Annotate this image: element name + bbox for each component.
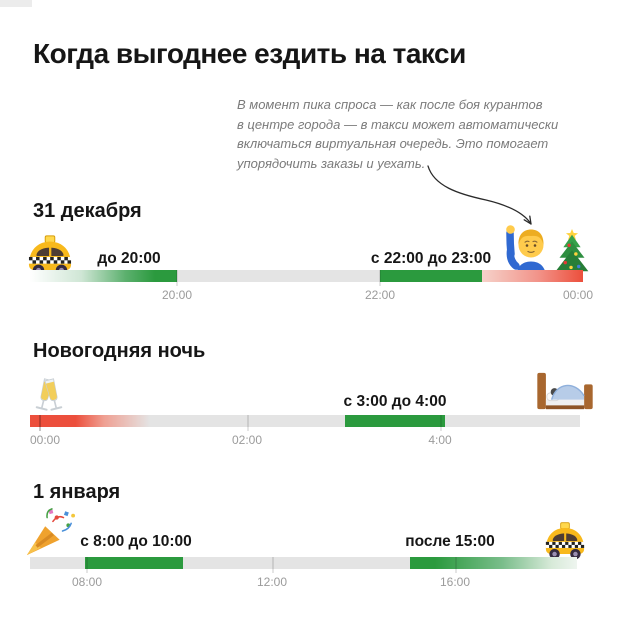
- axis-label: 08:00: [71, 575, 103, 589]
- surge-note-line: В момент пика спроса — как после боя кур…: [237, 97, 543, 112]
- axis-label: 16:00: [439, 575, 471, 589]
- taxi-icon: [24, 234, 76, 278]
- axis-label: 02:00: [231, 433, 263, 447]
- bed-icon: [534, 371, 596, 413]
- tick-mark: [39, 415, 41, 431]
- bar-segment-green: [345, 415, 445, 427]
- section-heading-ny-night: Новогодняя ночь: [33, 340, 206, 362]
- bar-segment-gray: [183, 557, 410, 569]
- tick-mark: [379, 270, 381, 286]
- axis-label: 22:00: [364, 288, 396, 302]
- tick-mark: [176, 270, 178, 286]
- screenshot-corner-artifact: [0, 0, 32, 7]
- bar-segment-green-fade-in: [30, 270, 177, 282]
- timeline-bar-ny-night: [30, 415, 580, 431]
- label-300-400: с 3:00 до 4:00: [343, 393, 447, 410]
- annotation-arrow-icon: [427, 165, 532, 225]
- bar-segment-gray: [445, 415, 580, 427]
- bar-segment-green-fade-out: [410, 557, 577, 569]
- surge-note-line: упорядочить заказы и уехать.: [237, 155, 426, 171]
- bar-segment-gray: [30, 557, 85, 569]
- bar-segment-green: [380, 270, 482, 282]
- label-before-2000: до 20:00: [97, 250, 161, 267]
- bar-segment-gray: [177, 270, 380, 282]
- page-title: Когда выгоднее ездить на такси: [33, 38, 466, 69]
- clinking-glasses-icon: [27, 368, 71, 414]
- bar-segment-red-surge: [482, 270, 583, 282]
- label-2200-2300: с 22:00 до 23:00: [370, 250, 492, 267]
- tick-mark: [272, 557, 274, 573]
- axis-label: 20:00: [161, 288, 193, 302]
- label-after-1500: после 15:00: [405, 533, 495, 550]
- tick-mark: [455, 557, 457, 573]
- axis-label: 12:00: [256, 575, 288, 589]
- section-heading-jan1: 1 января: [33, 481, 121, 503]
- axis-label: 00:00: [562, 288, 594, 302]
- taxi-icon: [542, 521, 588, 561]
- tick-mark: [247, 415, 249, 431]
- bar-segment-gray: [150, 415, 345, 427]
- surge-note-line: в центре города — в такси может автомати…: [237, 116, 559, 132]
- surge-note-line: включаться виртуальная очередь. Это помо…: [237, 136, 549, 151]
- bar-segment-red-fade-out: [30, 415, 150, 427]
- party-popper-icon: [23, 506, 77, 558]
- timeline-bar-dec31: [30, 270, 583, 286]
- tick-mark: [440, 415, 442, 431]
- section-heading-dec31: 31 декабря: [33, 200, 142, 222]
- axis-label: 4:00: [428, 433, 452, 447]
- christmas-tree-icon: [552, 228, 592, 278]
- label-800-1000: с 8:00 до 10:00: [80, 533, 192, 550]
- axis-label: 00:00: [29, 433, 61, 447]
- tick-mark: [86, 557, 88, 573]
- surge-note: В момент пика спроса — как после боя кур…: [237, 95, 558, 173]
- bar-segment-green: [85, 557, 183, 569]
- timeline-bar-jan1: [30, 557, 577, 573]
